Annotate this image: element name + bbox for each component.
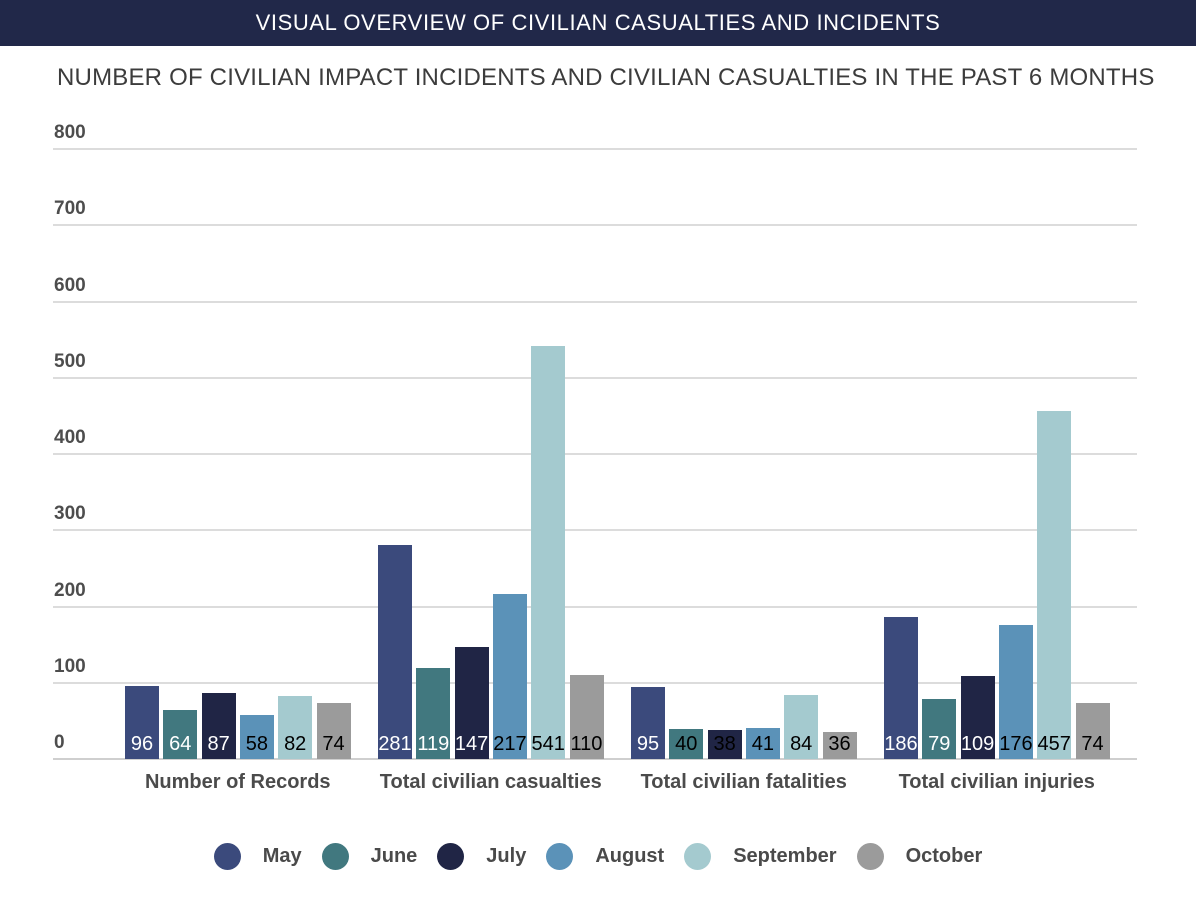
y-axis-tick-label: 100: [54, 655, 86, 677]
bar-september-total-civilian-fatalities[interactable]: [784, 694, 819, 759]
bar-value-label: 58: [245, 733, 269, 755]
bar-value-label: 74: [1081, 733, 1104, 755]
gridline: [53, 453, 1137, 455]
bar-july-total-civilian-fatalities[interactable]: [707, 730, 742, 759]
legend-item-october[interactable]: October: [856, 843, 983, 870]
bar-june-total-civilian-casualties[interactable]: [416, 668, 451, 759]
legend-item-label: September: [733, 845, 837, 867]
legend-color-swatch-icon: [684, 843, 712, 870]
bar-value-label: 82: [284, 733, 307, 755]
bar-september-number-of-records[interactable]: [278, 696, 313, 759]
y-axis-tick-label: 200: [54, 579, 86, 601]
legend-color-swatch-icon: [856, 843, 884, 870]
bar-may-number-of-records[interactable]: [125, 685, 159, 759]
gridline: [53, 224, 1137, 227]
legend-item-july[interactable]: July: [437, 843, 526, 870]
gridline: [53, 300, 1137, 303]
bar-value-label: 281: [378, 733, 412, 755]
bar-july-total-civilian-injuries[interactable]: [960, 675, 995, 759]
x-axis-category-label: Total civilian casualties: [379, 771, 602, 793]
dashboard-title: VISUAL OVERVIEW OF CIVILIAN CASUALTIES A…: [255, 10, 941, 35]
legend-item-label: June: [370, 845, 418, 867]
legend-item-may[interactable]: May: [213, 843, 302, 870]
bar-value-label: 38: [713, 733, 736, 755]
bar-august-total-civilian-casualties[interactable]: [492, 593, 527, 759]
chart-title: NUMBER OF CIVILIAN IMPACT INCIDENTS AND …: [57, 64, 1155, 91]
x-axis-category-label: Number of Records: [144, 771, 331, 793]
y-axis-tick-label: 300: [54, 503, 86, 525]
gridline: [53, 529, 1137, 532]
bar-value-label: 40: [675, 733, 698, 755]
bar-value-label: 186: [884, 733, 918, 755]
legend-item-september[interactable]: September: [684, 843, 837, 870]
bar-value-label: 36: [828, 733, 851, 755]
legend: May June July August September October: [0, 843, 1196, 870]
gridline: [53, 148, 1137, 150]
legend-color-swatch-icon: [321, 843, 349, 870]
legend-color-swatch-icon: [213, 843, 241, 870]
bar-value-label: 217: [493, 733, 527, 755]
bar-september-total-civilian-injuries[interactable]: [1037, 410, 1072, 759]
legend-item-august[interactable]: August: [546, 843, 664, 870]
bar-june-total-civilian-fatalities[interactable]: [669, 728, 704, 759]
bar-value-label: 74: [322, 733, 345, 755]
bar-august-number-of-records[interactable]: [239, 714, 274, 759]
bar-october-number-of-records[interactable]: [316, 702, 351, 759]
x-axis-category-label: Total civilian injuries: [898, 771, 1095, 793]
bar-value-label: 95: [636, 733, 660, 755]
legend-item-label: May: [262, 845, 302, 867]
bar-october-total-civilian-fatalities[interactable]: [822, 731, 857, 759]
bar-value-label: 457: [1037, 733, 1071, 755]
legend-item-label: October: [905, 845, 983, 867]
gridline: [53, 376, 1137, 379]
y-axis-tick-label: 400: [54, 427, 86, 448]
gridline: [53, 605, 1137, 608]
bar-july-total-civilian-casualties[interactable]: [454, 646, 489, 759]
legend-item-label: July: [486, 845, 527, 867]
bar-value-label: 119: [417, 733, 450, 755]
legend-item-label: August: [595, 845, 665, 867]
bar-value-label: 110: [570, 733, 603, 755]
bar-october-total-civilian-casualties[interactable]: [569, 675, 604, 759]
bar-september-total-civilian-casualties[interactable]: [531, 346, 566, 759]
bar-value-label: 96: [130, 733, 154, 755]
legend-item-june[interactable]: June: [321, 843, 418, 870]
bar-june-total-civilian-injuries[interactable]: [922, 698, 957, 759]
legend-color-swatch-icon: [437, 843, 465, 870]
y-axis-tick-label: 600: [54, 274, 86, 296]
bar-value-label: 87: [207, 733, 230, 755]
bar-value-label: 147: [454, 733, 489, 755]
bar-value-label: 109: [960, 733, 995, 755]
legend-color-swatch-icon: [546, 843, 574, 870]
bar-may-total-civilian-fatalities[interactable]: [631, 686, 665, 759]
y-axis-tick-label: 500: [54, 350, 86, 372]
bar-june-number-of-records[interactable]: [163, 710, 198, 759]
bar-value-label: 64: [169, 733, 192, 755]
x-axis-category-label: Total civilian fatalities: [640, 771, 847, 793]
title-banner: VISUAL OVERVIEW OF CIVILIAN CASUALTIES A…: [0, 0, 1196, 46]
y-axis-tick-label: 0: [54, 732, 65, 753]
gridline: [53, 758, 1137, 760]
bar-value-label: 41: [751, 733, 775, 755]
bar-may-total-civilian-casualties[interactable]: [378, 544, 412, 759]
bar-may-total-civilian-injuries[interactable]: [884, 617, 918, 759]
y-axis-tick-label: 700: [54, 198, 86, 220]
bar-value-label: 79: [928, 733, 951, 755]
y-axis-tick-label: 800: [54, 122, 86, 143]
bar-value-label: 84: [790, 733, 813, 755]
bar-july-number-of-records[interactable]: [201, 692, 236, 759]
bar-october-total-civilian-injuries[interactable]: [1075, 702, 1110, 759]
bar-value-label: 176: [999, 733, 1033, 755]
bar-value-label: 541: [531, 733, 565, 755]
bar-august-total-civilian-injuries[interactable]: [998, 624, 1033, 759]
bar-august-total-civilian-fatalities[interactable]: [745, 727, 780, 759]
